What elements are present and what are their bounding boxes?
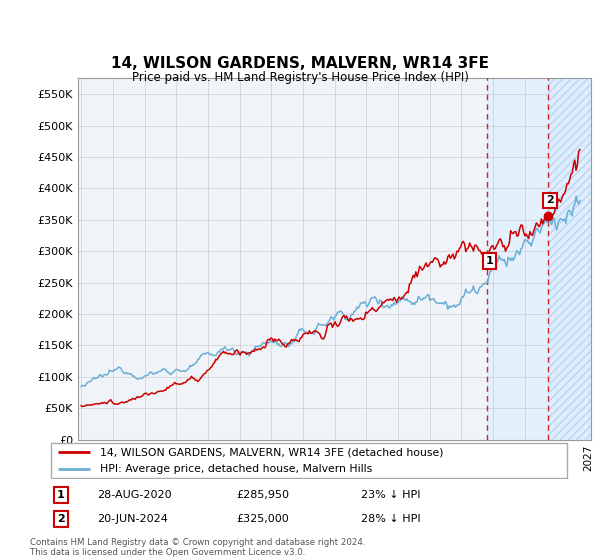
Text: 23% ↓ HPI: 23% ↓ HPI xyxy=(361,490,421,500)
Bar xyxy=(487,78,591,440)
Text: £285,950: £285,950 xyxy=(236,490,289,500)
Text: 14, WILSON GARDENS, MALVERN, WR14 3FE: 14, WILSON GARDENS, MALVERN, WR14 3FE xyxy=(111,55,489,71)
Text: 28% ↓ HPI: 28% ↓ HPI xyxy=(361,514,421,524)
Text: 1: 1 xyxy=(57,490,65,500)
Text: 1: 1 xyxy=(486,256,494,266)
Text: 14, WILSON GARDENS, MALVERN, WR14 3FE (detached house): 14, WILSON GARDENS, MALVERN, WR14 3FE (d… xyxy=(100,447,444,457)
Text: 2: 2 xyxy=(546,195,554,206)
Text: 20-JUN-2024: 20-JUN-2024 xyxy=(98,514,169,524)
Text: Contains HM Land Registry data © Crown copyright and database right 2024.
This d: Contains HM Land Registry data © Crown c… xyxy=(30,538,365,557)
Text: Price paid vs. HM Land Registry's House Price Index (HPI): Price paid vs. HM Land Registry's House … xyxy=(131,71,469,84)
Bar xyxy=(548,78,591,440)
Text: HPI: Average price, detached house, Malvern Hills: HPI: Average price, detached house, Malv… xyxy=(100,464,373,474)
Text: 2: 2 xyxy=(57,514,65,524)
Text: 28-AUG-2020: 28-AUG-2020 xyxy=(98,490,172,500)
FancyBboxPatch shape xyxy=(50,443,568,478)
Text: £325,000: £325,000 xyxy=(236,514,289,524)
